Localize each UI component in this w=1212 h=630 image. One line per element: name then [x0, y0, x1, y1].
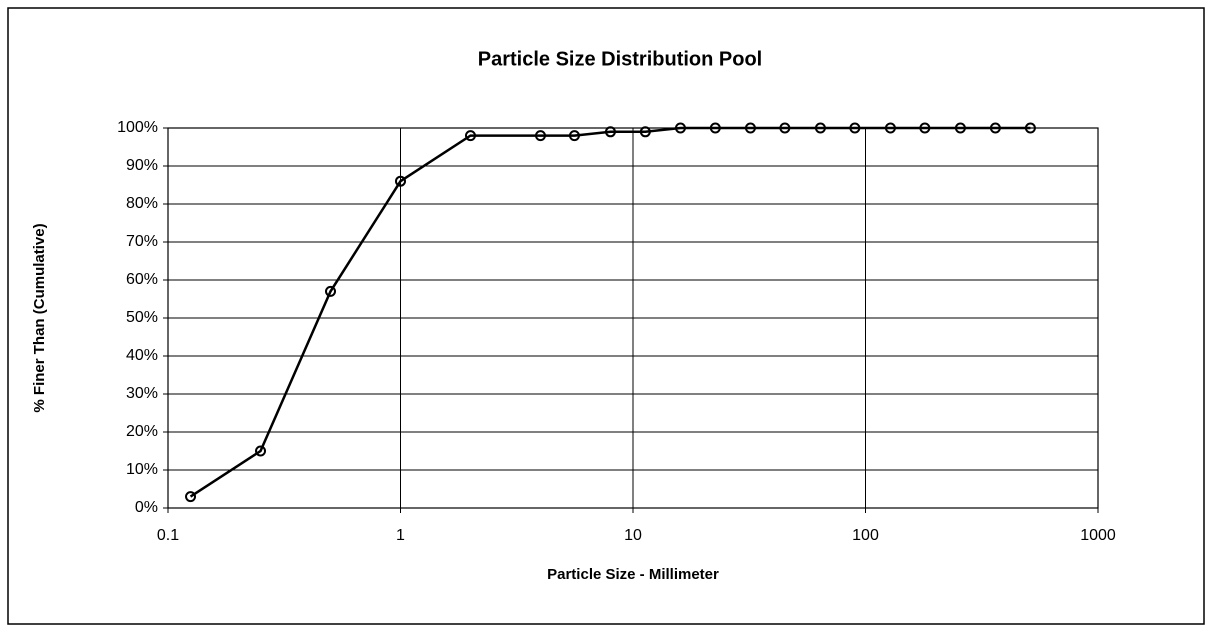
- data-point: [604, 126, 616, 138]
- y-tick-label: 40%: [126, 347, 158, 364]
- y-tick-label: 0%: [135, 499, 158, 516]
- data-point: [779, 122, 791, 134]
- y-tick-label: 100%: [117, 119, 158, 136]
- data-point: [989, 122, 1001, 134]
- x-tick-label: 0.1: [157, 527, 179, 544]
- data-point: [744, 122, 756, 134]
- y-tick-label: 90%: [126, 157, 158, 174]
- data-point: [464, 130, 476, 142]
- data-point: [568, 130, 580, 142]
- data-line: [189, 126, 1031, 498]
- y-tick-label: 80%: [126, 195, 158, 212]
- data-point: [255, 445, 267, 457]
- x-tick-label: 1: [396, 527, 405, 544]
- x-tick-label: 10: [624, 527, 642, 544]
- data-point: [674, 122, 686, 134]
- data-point: [185, 491, 197, 503]
- chart-title: Particle Size Distribution Pool: [478, 48, 763, 70]
- y-tick-label: 50%: [126, 309, 158, 326]
- y-axis-label: % Finer Than (Cumulative): [31, 223, 48, 412]
- data-point: [919, 122, 931, 134]
- data-point: [849, 122, 861, 134]
- y-tick-label: 60%: [126, 271, 158, 288]
- data-point: [884, 122, 896, 134]
- data-point: [814, 122, 826, 134]
- y-tick-label: 10%: [126, 461, 158, 478]
- data-point: [395, 175, 406, 187]
- y-tick-label: 20%: [126, 423, 158, 440]
- data-point: [325, 285, 337, 297]
- x-tick-label: 100: [852, 527, 879, 544]
- data-point: [1024, 122, 1036, 134]
- data-point: [639, 126, 651, 138]
- x-tick-label: 1000: [1080, 527, 1116, 544]
- data-point: [534, 130, 546, 142]
- data-point: [954, 122, 966, 134]
- y-tick-label: 30%: [126, 385, 158, 402]
- y-tick-label: 70%: [126, 233, 158, 250]
- data-point: [709, 122, 721, 134]
- x-axis-label: Particle Size - Millimeter: [547, 566, 719, 583]
